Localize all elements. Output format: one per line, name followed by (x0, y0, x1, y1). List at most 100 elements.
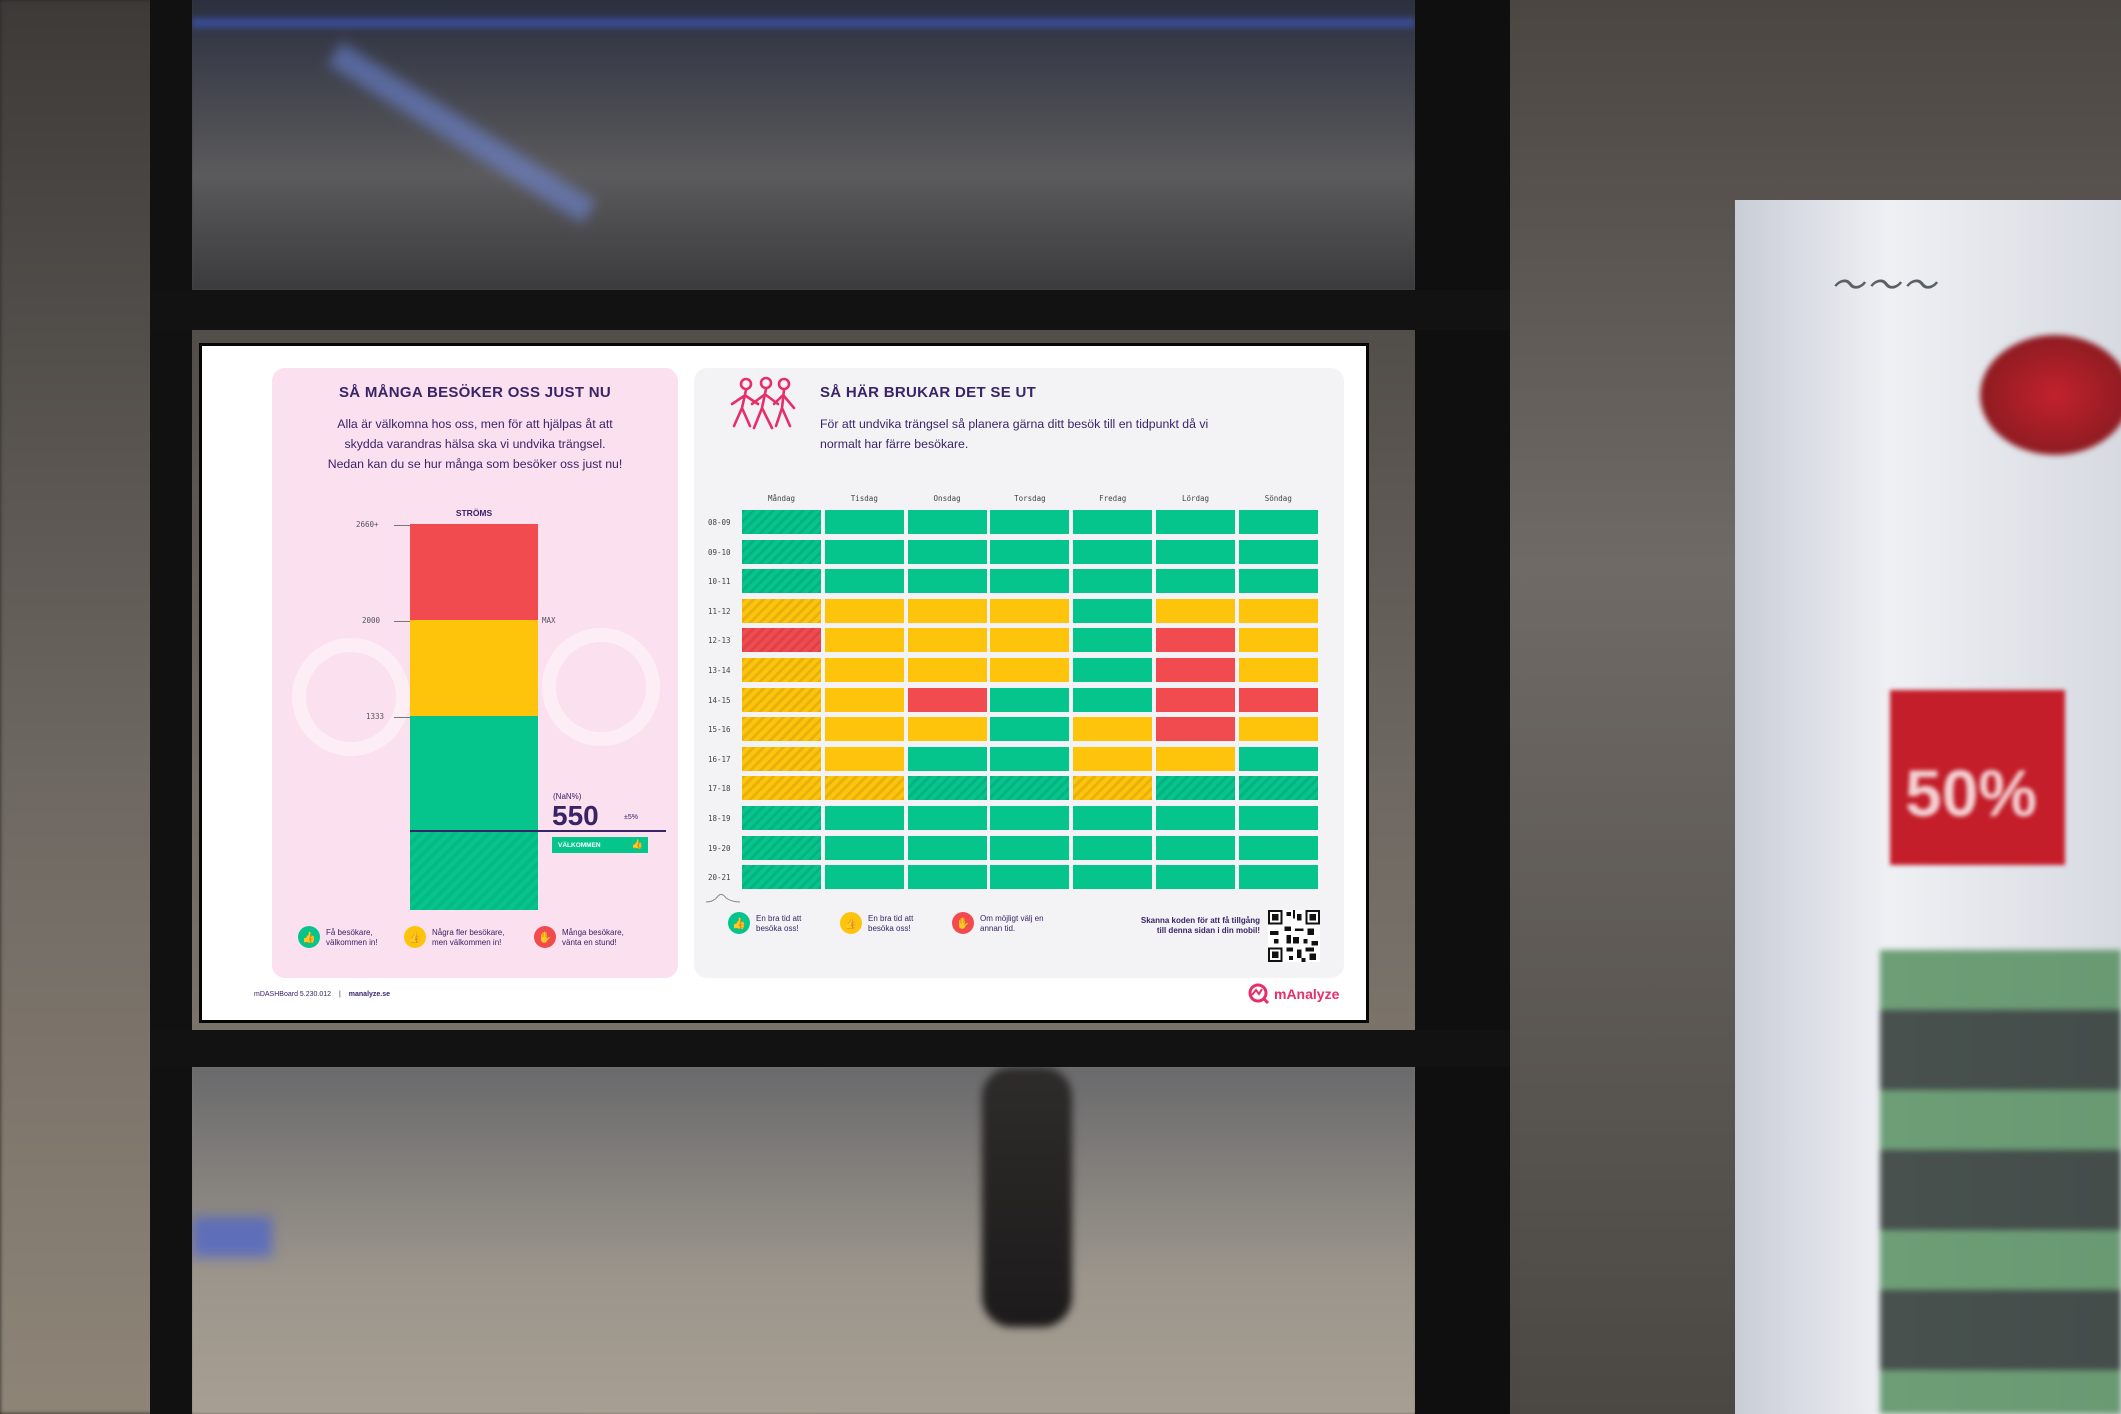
heatmap-cell (1156, 717, 1235, 742)
heatmap-cell (824, 865, 904, 890)
heatmap-cell (1156, 835, 1235, 860)
heatmap-cell (1238, 598, 1318, 623)
meter-green-zone (410, 716, 538, 910)
heatmap-cell (907, 598, 987, 623)
heatmap-cell (907, 510, 987, 534)
legend-text: Några fler besökare, men välkommen in! (432, 928, 505, 947)
typical-visitors-panel: SÅ HÄR BRUKAR DET SE UT För att undvika … (694, 368, 1344, 978)
hour-label: 19-20 (708, 843, 731, 853)
hour-label: 17-18 (708, 784, 731, 794)
heatmap-cell (1073, 835, 1153, 860)
heatmap-cell (1073, 717, 1153, 742)
tick-line (394, 525, 410, 526)
heatmap-cell (990, 746, 1070, 771)
heatmap-cell (990, 510, 1070, 534)
heatmap-cell (742, 510, 821, 534)
hour-label: 12-13 (708, 636, 731, 646)
qr-caption: Skanna koden för att få tillgång till den… (1140, 916, 1260, 935)
day-label: Tisdag (850, 494, 878, 503)
heatmap-cell (1073, 658, 1153, 682)
heatmap-cell (824, 776, 904, 801)
heatmap-cell (990, 569, 1070, 594)
heatmap-cell (824, 658, 904, 682)
heatmap-cell (824, 717, 904, 742)
heatmap-cell (1238, 658, 1318, 682)
hour-label: 18-19 (708, 814, 731, 823)
legend-text: Många besökare, vänta en stund! (562, 928, 624, 947)
sale-sign-text: 50% (1905, 756, 2038, 830)
heatmap-cell (1156, 510, 1235, 534)
current-level-line (410, 830, 666, 833)
heatmap-cell (1156, 746, 1235, 771)
heatmap-cell (907, 539, 987, 564)
current-count: 550 (552, 800, 599, 831)
heatmap-cell (1156, 539, 1235, 564)
heatmap-cell (1073, 687, 1153, 712)
hand-stop-icon: ✋ (952, 912, 974, 934)
frame (150, 290, 1510, 330)
heatmap-cell (1238, 865, 1318, 890)
heatmap-cell (1073, 598, 1153, 623)
heatmap-cell (824, 687, 904, 712)
heatmap-cell (990, 806, 1070, 830)
heatmap-cell (907, 835, 987, 860)
heatmap-cell (1238, 510, 1318, 534)
thumbs-up-icon: 👍 (728, 912, 750, 934)
dashboard-screen: SÅ MÅNGA BESÖKER OSS JUST NU Alla är väl… (202, 346, 1366, 1020)
hour-label: 16-17 (708, 754, 731, 764)
heatmap-cell (990, 539, 1070, 564)
sale-sign (1890, 690, 2065, 865)
thumbs-up-icon: 👍 (840, 912, 862, 934)
max-label: MAX (542, 616, 556, 625)
meter-label: STRÖMS (455, 508, 493, 518)
heatmap-cell (824, 628, 904, 653)
heatmap-cell (1156, 569, 1235, 594)
heatmap-cell (907, 717, 987, 742)
heatmap-cell (742, 717, 821, 742)
day-label: Torsdag (1014, 494, 1046, 503)
hour-label: 10-11 (708, 577, 731, 587)
tick-label: 2660+ (356, 520, 379, 529)
heatmap-cell (1238, 717, 1318, 742)
heatmap-cell (742, 746, 821, 771)
heatmap-cell (1073, 806, 1153, 830)
heatmap-cell (990, 658, 1070, 682)
legend-text: En bra tid att besöka oss! (868, 914, 914, 933)
heatmap-cell (1238, 687, 1318, 712)
intro-text: Alla är välkomna hos oss, men för att hj… (327, 417, 623, 471)
window-bottom (192, 1067, 1415, 1414)
legend-text: En bra tid att besöka oss! (756, 914, 802, 933)
footer-site-link[interactable]: manalyze.se (348, 991, 391, 998)
heatmap-cell (907, 865, 987, 890)
heatmap-cell (990, 776, 1070, 801)
tick-line (394, 717, 410, 718)
heatmap-cell (742, 569, 821, 594)
heatmap-cell (990, 687, 1070, 712)
hour-label: 15-16 (708, 725, 731, 735)
shelf (1880, 950, 2121, 1414)
heatmap-cell (1073, 539, 1153, 564)
tick-line (394, 621, 410, 622)
thumbs-up-icon: 👍 (298, 926, 320, 948)
heatmap-cell (990, 717, 1070, 742)
heatmap-cell (1156, 776, 1235, 801)
heatmap-cell (907, 776, 987, 801)
tick-label: 2000 (362, 616, 381, 625)
heatmap-cell (824, 806, 904, 830)
heatmap-cell (824, 510, 904, 534)
heatmap-cell (742, 598, 821, 623)
heatmap-cell (990, 865, 1070, 890)
panel-title: SÅ MÅNGA BESÖKER OSS JUST NU (338, 384, 612, 401)
meter-yellow-zone (410, 620, 538, 716)
day-label: Söndag (1264, 494, 1292, 503)
qr-code[interactable] (1268, 910, 1320, 962)
panel-title: SÅ HÄR BRUKAR DET SE UT (820, 384, 1037, 401)
heatmap-cell (824, 569, 904, 594)
frame (1415, 0, 1510, 1414)
status-badge: VÄLKOMMEN 👍 (552, 837, 648, 853)
current-visitors-panel: SÅ MÅNGA BESÖKER OSS JUST NU Alla är väl… (272, 368, 678, 978)
heatmap-cell (1156, 658, 1235, 682)
legend-text: Om möjligt välj en annan tid. (980, 914, 1044, 933)
heatmap-cell (1073, 865, 1153, 890)
current-percent: (NaN%) (553, 792, 582, 801)
